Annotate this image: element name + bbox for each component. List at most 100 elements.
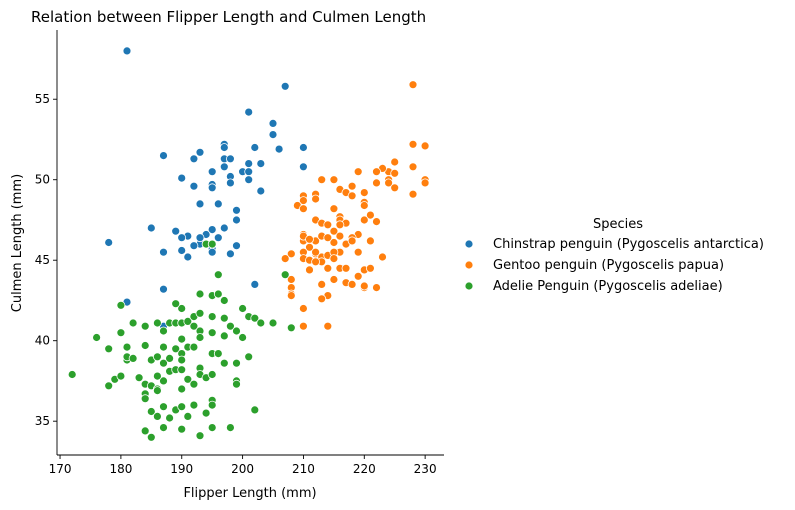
data-point: [390, 157, 400, 167]
data-point: [317, 279, 327, 289]
data-point: [420, 178, 430, 188]
data-point: [359, 281, 369, 291]
data-point: [238, 333, 248, 342]
data-point: [177, 246, 187, 255]
data-point: [365, 210, 375, 220]
x-ticks: 170 180 190 200 210 220 230: [49, 455, 437, 476]
x-tick-label: 210: [292, 462, 315, 476]
legend-marker: [464, 260, 474, 270]
data-point: [347, 191, 357, 201]
data-point: [347, 181, 357, 191]
data-point: [250, 313, 260, 323]
legend: Species Chinstrap penguin (Pygoscelis an…: [464, 217, 764, 294]
data-point: [347, 279, 357, 289]
data-point: [183, 374, 193, 384]
data-point: [408, 80, 418, 90]
data-point: [177, 334, 187, 344]
x-tick-label: 170: [49, 462, 72, 476]
data-point: [232, 205, 241, 215]
x-tick-label: 190: [170, 462, 193, 476]
data-point: [286, 323, 296, 333]
data-point: [232, 358, 241, 368]
data-point: [183, 316, 193, 326]
data-point: [189, 321, 199, 331]
data-point: [183, 252, 193, 262]
data-point: [359, 215, 369, 225]
legend-marker: [464, 239, 474, 249]
y-tick-label: 55: [35, 92, 50, 106]
data-point: [207, 370, 217, 379]
data-point: [177, 384, 187, 394]
data-point: [140, 321, 150, 331]
data-point: [146, 432, 156, 442]
data-point: [219, 223, 229, 233]
data-point: [207, 167, 217, 177]
data-point: [225, 321, 235, 331]
data-point: [195, 147, 205, 157]
data-point: [195, 289, 205, 299]
data-point: [67, 370, 77, 379]
x-axis-label: Flipper Length (mm): [183, 486, 316, 501]
data-point: [189, 400, 199, 410]
data-point: [286, 291, 296, 301]
data-point: [207, 328, 217, 338]
data-point: [183, 411, 193, 421]
legend-title: Species: [593, 217, 643, 232]
data-point: [268, 130, 278, 140]
data-point: [329, 254, 339, 264]
data-point: [177, 304, 187, 313]
data-point: [359, 188, 369, 198]
data-point: [171, 344, 181, 354]
data-point: [244, 107, 254, 117]
data-point: [225, 423, 235, 433]
data-point: [171, 226, 181, 236]
data-point: [177, 355, 187, 365]
data-point: [244, 352, 254, 362]
y-tick-label: 35: [35, 414, 50, 428]
data-point: [189, 379, 199, 389]
data-point: [152, 411, 162, 421]
data-point: [317, 294, 327, 304]
data-point: [238, 304, 248, 313]
data-point: [159, 423, 168, 433]
data-point: [244, 175, 254, 185]
data-point: [207, 183, 217, 193]
data-point: [329, 175, 339, 185]
data-point: [329, 238, 339, 247]
data-point: [359, 201, 369, 210]
data-point: [329, 275, 339, 284]
data-point: [116, 371, 126, 381]
y-tick-label: 40: [35, 334, 50, 348]
data-point: [219, 143, 229, 152]
data-point: [213, 199, 223, 209]
data-point: [311, 194, 321, 204]
data-point: [159, 151, 168, 161]
data-point: [298, 204, 308, 214]
data-point: [280, 81, 290, 91]
data-point: [195, 233, 205, 243]
data-point: [165, 353, 175, 363]
x-tick-label: 220: [353, 462, 376, 476]
data-point: [207, 225, 217, 235]
data-point: [353, 271, 363, 281]
data-point: [116, 328, 126, 338]
data-point: [232, 241, 241, 251]
legend-marker: [464, 281, 474, 291]
data-point: [323, 321, 333, 331]
data-point: [372, 283, 381, 293]
data-point: [140, 394, 150, 404]
data-point: [225, 249, 235, 259]
data-point: [195, 333, 205, 342]
y-axis-label: Culmen Length (mm): [10, 174, 25, 312]
data-point: [250, 279, 260, 289]
data-point: [408, 162, 418, 172]
data-point: [268, 318, 278, 328]
data-point: [207, 312, 217, 322]
data-point: [152, 318, 162, 328]
data-point: [195, 199, 205, 209]
data-point: [122, 46, 132, 56]
data-point: [134, 373, 144, 383]
data-point: [408, 189, 418, 199]
data-point: [311, 257, 321, 267]
data-point: [177, 233, 187, 243]
